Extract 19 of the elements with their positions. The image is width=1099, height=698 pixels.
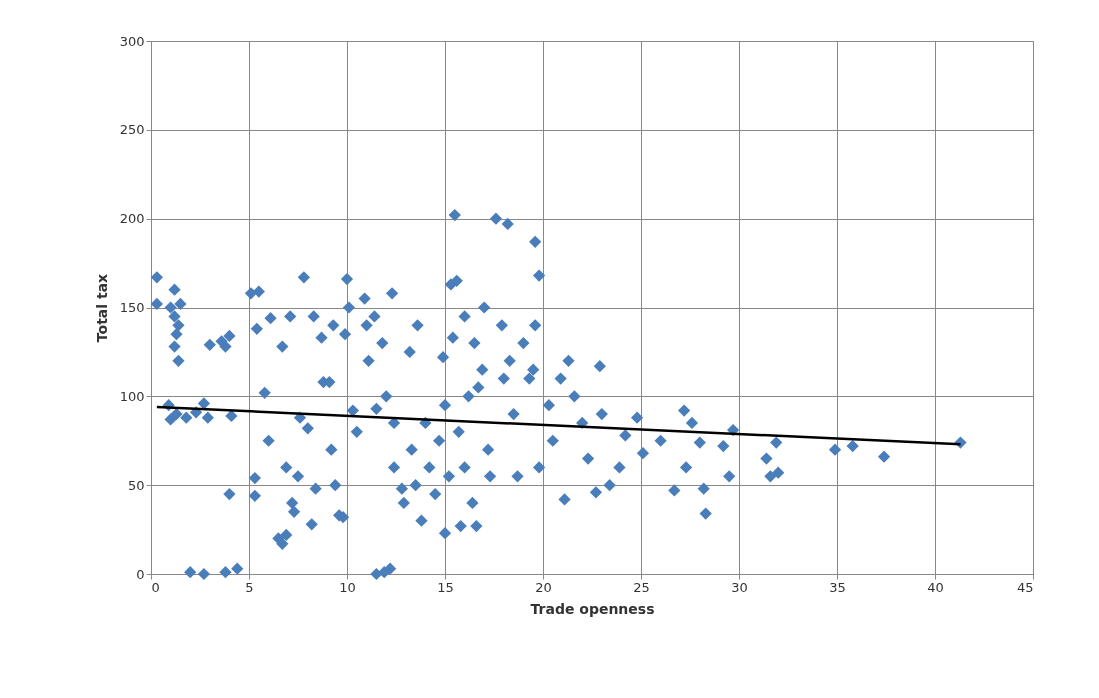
x-tick-label: 45 — [1016, 579, 1034, 595]
x-tick-label: 35 — [829, 579, 846, 595]
y-tick-label: 50 — [127, 477, 145, 493]
x-tick-label: 25 — [633, 579, 650, 595]
y-axis-title: Total tax — [93, 273, 110, 343]
x-tick-label: 40 — [927, 579, 944, 595]
x-tick-label: 20 — [535, 579, 552, 595]
y-tick-label: 150 — [119, 300, 145, 315]
x-tick-label: 5 — [245, 579, 254, 595]
x-axis-title: Trade openness — [530, 600, 655, 617]
x-tick-label: 30 — [731, 579, 748, 595]
x-tick-label: 15 — [437, 579, 454, 595]
y-tick-label: 0 — [136, 566, 145, 582]
x-tick-label: 10 — [339, 579, 356, 595]
y-tick-label: 250 — [119, 122, 145, 138]
y-tick-label: 100 — [119, 388, 145, 404]
y-tick-label: 300 — [119, 33, 145, 49]
x-tick-label: 0 — [151, 579, 160, 595]
y-tick-label: 200 — [119, 211, 145, 227]
